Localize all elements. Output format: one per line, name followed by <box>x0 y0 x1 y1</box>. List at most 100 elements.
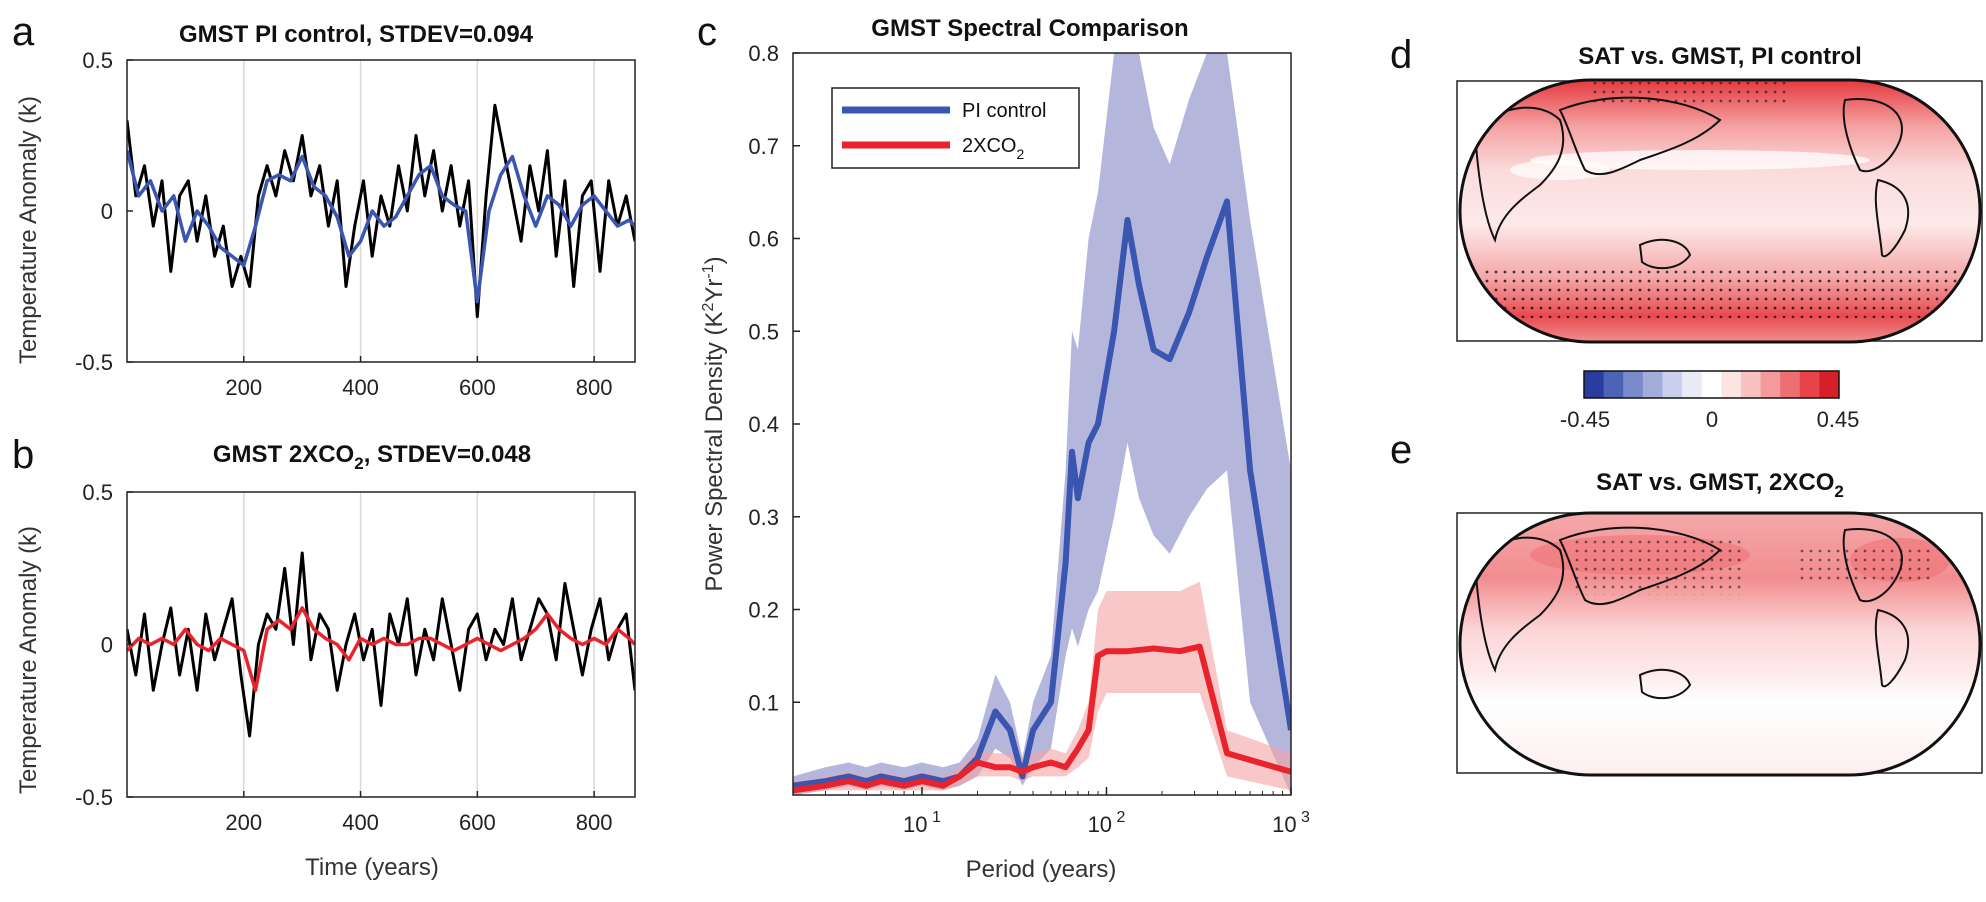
chart-c-ylabel-sup1: 2 <box>700 303 717 312</box>
chart-e-coast-south-america <box>1874 608 1910 688</box>
chart-c-ytick-label: 0.2 <box>748 598 779 623</box>
chart-d-colorbar-swatch <box>1701 371 1722 398</box>
chart-a-xtick-label: 400 <box>342 375 379 400</box>
chart-d-stipple-north <box>1590 82 1790 106</box>
chart-b-xtick-label: 200 <box>225 810 262 835</box>
chart-a-xtick-label: 600 <box>459 375 496 400</box>
panel-letter-e: e <box>1390 428 1412 472</box>
chart-c-ylabel-end: ) <box>701 256 728 264</box>
chart-c-ylabel-mid: Yr <box>701 279 728 303</box>
panel-letter-a: a <box>12 10 35 54</box>
chart-a-ytick-label: 0 <box>101 199 113 224</box>
chart-c-xtick-label: 10 1 <box>903 809 941 837</box>
panel-letter-c: c <box>697 10 717 54</box>
chart-b-title: GMST 2XCO2, STDEV=0.048 <box>213 441 531 473</box>
chart-b-ticks: 200 400 600 800 -0.5 0 0.5 <box>75 480 612 835</box>
chart-e-coast-australia <box>1638 668 1692 700</box>
chart-e-title-sub: 2 <box>1834 482 1843 501</box>
chart-d: SAT vs. GMST, PI control -0.45 0 0.45 <box>1456 43 1983 432</box>
chart-e-coast-asia <box>1558 526 1722 606</box>
chart-c-ytick-label: 0.5 <box>748 319 779 344</box>
chart-a: GMST PI control, STDEV=0.094 Temperature… <box>15 21 636 400</box>
chart-b-ytick-label: 0 <box>101 633 113 658</box>
chart-c-series-2xco2 <box>793 643 1291 794</box>
chart-b-xtick-label: 800 <box>576 810 613 835</box>
chart-e-coast-africa-europe <box>1473 536 1565 674</box>
chart-c-band-2xco2 <box>793 581 1291 795</box>
chart-c-ylabel: Power Spectral Density (K2Yr-1) <box>700 256 728 591</box>
chart-d-tropical-band <box>1530 150 1870 170</box>
chart-a-series-smoothed <box>127 150 635 304</box>
chart-c-ticks: 10 1 10 2 10 3 0.1 0.2 0.3 0.4 0.5 0.6 0.7 0.8 <box>748 41 1310 837</box>
chart-d-map <box>1460 80 1980 342</box>
chart-c-ytick-label: 0.3 <box>748 505 779 530</box>
chart-e: SAT vs. GMST, 2XCO2 <box>1456 469 1983 777</box>
chart-d-colorbar-swatch <box>1603 371 1624 398</box>
chart-c-legend: PI control 2XCO2 <box>831 87 1080 169</box>
chart-a-title: GMST PI control, STDEV=0.094 <box>179 21 534 48</box>
chart-c-ylabel-sup2: -1 <box>700 264 717 278</box>
chart-a-xtick-label: 200 <box>225 375 262 400</box>
chart-b-xtick-label: 400 <box>342 810 379 835</box>
chart-d-atlantic-band <box>1510 160 1610 180</box>
panel-letter-d: d <box>1390 33 1412 77</box>
chart-b-xtick-label: 600 <box>459 810 496 835</box>
chart-e-map <box>1460 513 1980 775</box>
chart-c-series-pi <box>793 198 1291 789</box>
chart-c-title: GMST Spectral Comparison <box>871 15 1188 42</box>
chart-e-globe-outline <box>1458 511 1982 777</box>
chart-d-colorbar-swatch <box>1584 371 1605 398</box>
panel-letter-b: b <box>12 433 34 477</box>
chart-e-title-main: SAT vs. GMST, 2XCO <box>1596 469 1834 496</box>
chart-d-colorbar-swatch <box>1721 371 1742 398</box>
chart-c-ytick-label: 0.7 <box>748 134 779 159</box>
chart-a-ticks: 200 400 600 800 -0.5 0 0.5 <box>75 48 612 400</box>
chart-d-colorbar-swatch <box>1662 371 1683 398</box>
chart-c-ytick-label: 0.6 <box>748 227 779 252</box>
chart-e-coastlines <box>1473 526 1910 700</box>
chart-b-ytick-label: -0.5 <box>75 785 113 810</box>
chart-b-grid <box>243 492 595 797</box>
chart-b-ytick-label: 0.5 <box>82 480 113 505</box>
chart-e-stipple-east <box>1800 545 1930 585</box>
chart-d-colorbar-swatch <box>1740 371 1762 398</box>
chart-c-legend-label-2xco2-sub: 2 <box>1016 146 1024 162</box>
chart-c-legend-box <box>831 87 1080 169</box>
chart-c: GMST Spectral Comparison Power Spectral … <box>700 15 1310 883</box>
chart-b-xlabel: Time (years) <box>305 854 439 881</box>
chart-d-colorbar <box>1584 371 1840 398</box>
chart-b-series-annual <box>127 551 635 738</box>
chart-d-colorbar-min-label: -0.45 <box>1560 407 1610 432</box>
chart-b-series <box>127 551 635 738</box>
chart-a-ytick-label: -0.5 <box>75 350 113 375</box>
chart-e-stipple-north <box>1575 540 1745 595</box>
chart-d-title: SAT vs. GMST, PI control <box>1578 43 1862 70</box>
chart-a-ytick-label: 0.5 <box>82 48 113 73</box>
chart-a-ylabel: Temperature Anomaly (k) <box>15 96 42 364</box>
chart-d-coast-asia <box>1558 96 1722 176</box>
chart-d-colorbar-swatch <box>1642 371 1663 398</box>
chart-d-colorbar-swatch <box>1682 371 1703 398</box>
chart-b-title-suffix: , STDEV=0.048 <box>364 441 531 468</box>
chart-d-stipple-south <box>1480 268 1960 318</box>
chart-a-series-annual <box>127 103 635 319</box>
chart-c-xlabel: Period (years) <box>966 856 1117 883</box>
chart-a-series <box>127 103 635 319</box>
chart-c-legend-label-2xco2: 2XCO2 <box>962 135 1024 162</box>
chart-d-colorbar-max-label: 0.45 <box>1817 407 1860 432</box>
chart-d-coast-africa-europe <box>1473 106 1565 244</box>
chart-b: GMST 2XCO2, STDEV=0.048 Temperature Anom… <box>15 441 636 881</box>
chart-e-coast-north-america <box>1842 528 1903 603</box>
chart-c-xtick-label: 10 2 <box>1088 809 1126 837</box>
chart-b-ylabel: Temperature Anomaly (k) <box>15 526 42 794</box>
chart-c-ytick-label: 0.1 <box>748 690 779 715</box>
chart-b-series-smoothed <box>127 606 635 693</box>
chart-c-ytick-label: 0.8 <box>748 41 779 66</box>
chart-e-title: SAT vs. GMST, 2XCO2 <box>1596 469 1844 501</box>
chart-c-band-pi <box>793 53 1291 795</box>
chart-d-colorbar-swatch <box>1760 371 1781 398</box>
chart-c-series <box>793 53 1291 795</box>
chart-c-ylabel-main: Power Spectral Density (K <box>701 312 728 592</box>
chart-d-colorbar-frame <box>1583 370 1840 399</box>
